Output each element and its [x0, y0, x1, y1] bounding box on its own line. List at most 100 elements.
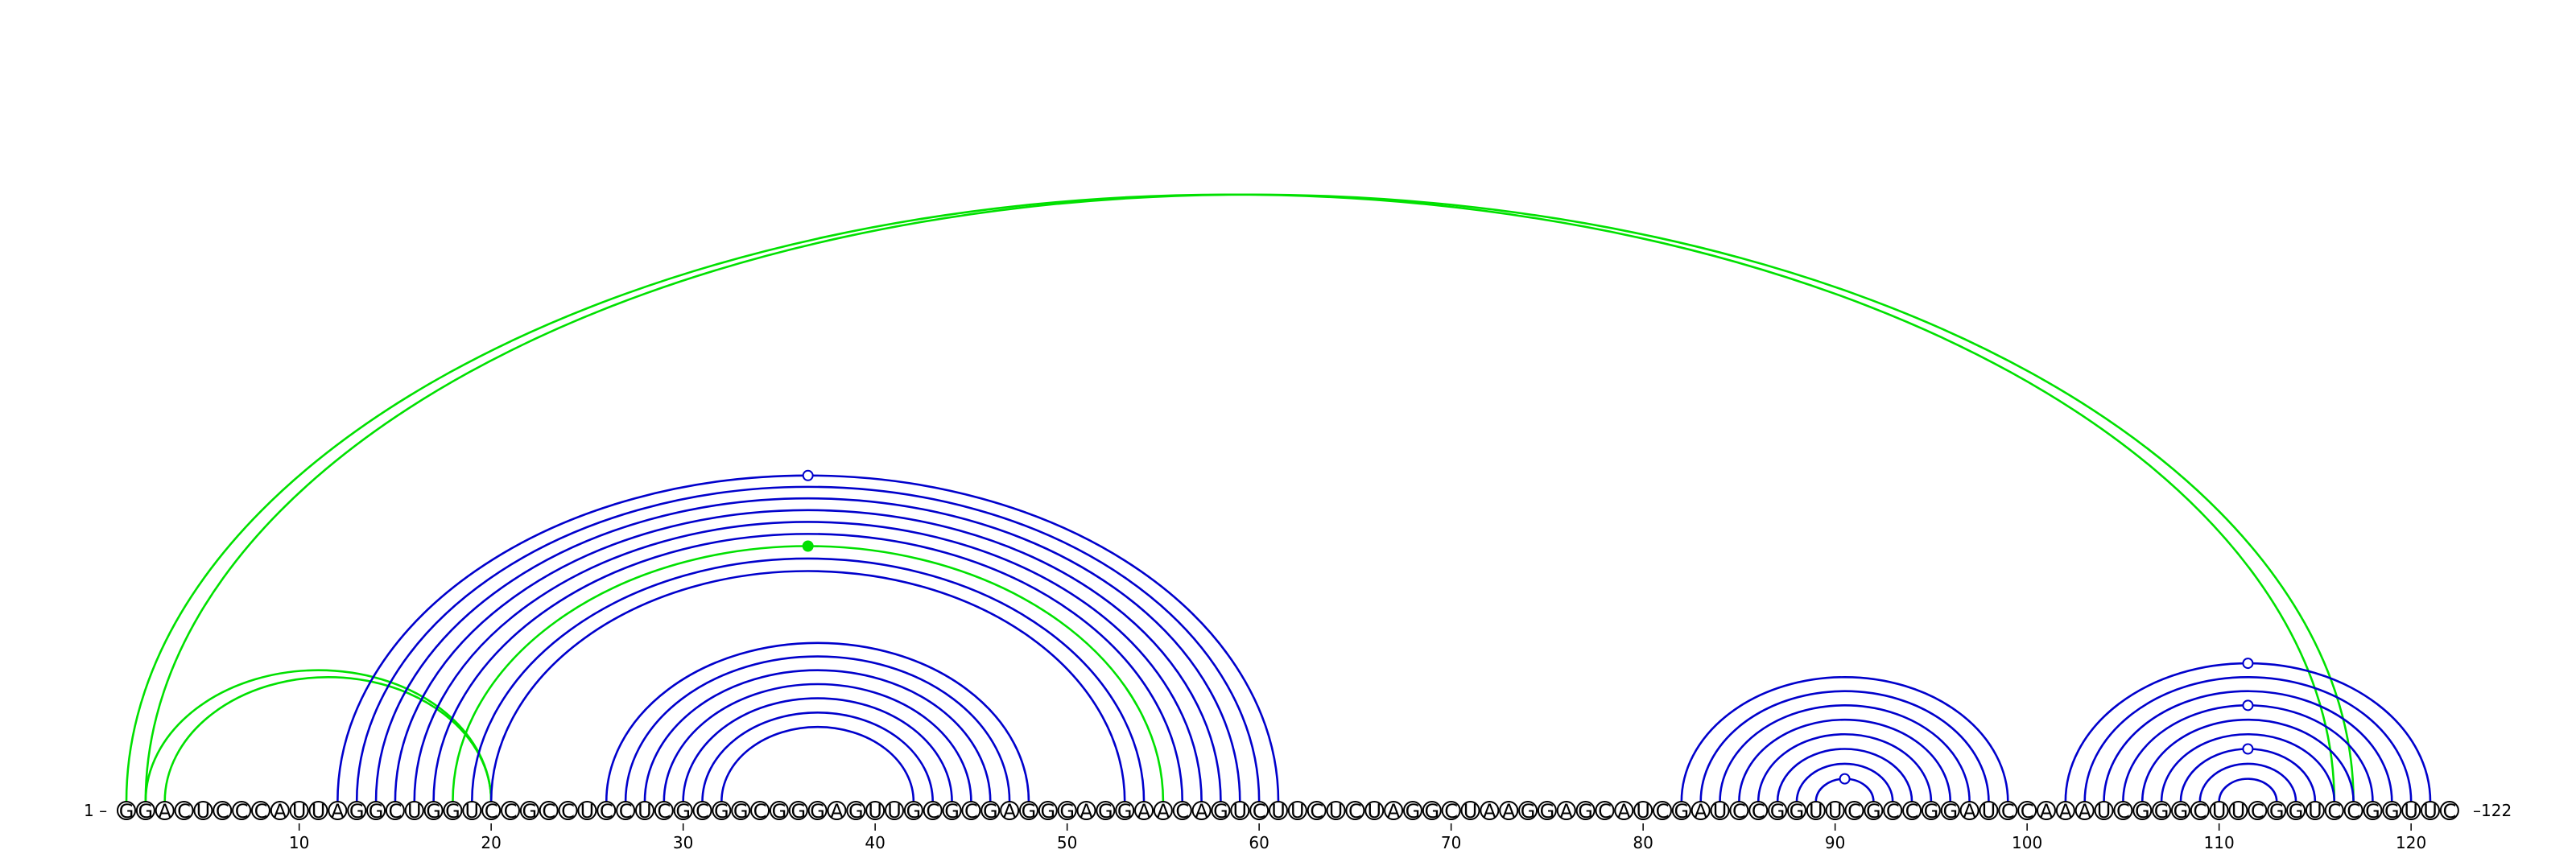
nucleotide-letter: C	[753, 800, 767, 823]
nucleotide-circle	[1729, 801, 1749, 820]
base-pair-arc-107-116	[2160, 732, 2336, 802]
nucleotide-55: A	[1153, 800, 1173, 823]
nucleotide-letter: A	[1560, 800, 1574, 823]
tick-label-50: 50	[1057, 833, 1077, 852]
nucleotide-letter: G	[1521, 800, 1536, 823]
nucleotide-10: U	[289, 800, 309, 823]
nucleotide-37: G	[807, 800, 828, 823]
nucleotide-circle	[1153, 801, 1173, 820]
base-pair-arc-27-47	[624, 655, 1011, 802]
nucleotide-circle	[2324, 801, 2344, 820]
nucleotide-letter: C	[389, 800, 402, 823]
nucleotide-circle	[827, 801, 847, 820]
nucleotide-letter: U	[2308, 800, 2322, 823]
base-pair-arc-29-45	[663, 683, 972, 802]
nucleotide-letter: A	[274, 800, 287, 823]
nucleotide-circle	[1979, 801, 1999, 820]
nucleotide-circle	[481, 801, 502, 820]
nucleotide-letter: G	[2289, 800, 2304, 823]
nucleotide-7: C	[232, 800, 252, 823]
nucleotide-letter: A	[2059, 800, 2073, 823]
nucleotide-115: U	[2305, 800, 2325, 823]
base-pair-arc-19-54	[471, 557, 1146, 802]
nucleotide-letter: G	[1866, 800, 1881, 823]
base-pair-arc-1-116	[126, 195, 2334, 802]
nucleotide-54: A	[1134, 800, 1154, 823]
nucleotide-circle	[846, 801, 866, 820]
nucleotide-24: C	[558, 800, 578, 823]
nucleotide-circle	[1825, 801, 1845, 820]
nucleotide-circle	[2248, 801, 2268, 820]
base-pair-arc-26-48	[605, 641, 1030, 802]
nucleotide-circle	[1211, 801, 1231, 820]
nucleotide-112: C	[2248, 800, 2268, 823]
nucleotide-circle	[1269, 801, 1288, 820]
nucleotide-104: U	[2094, 800, 2114, 823]
nucleotide-letter: G	[1098, 800, 1113, 823]
nucleotide-letter: U	[292, 800, 307, 823]
nucleotide-62: U	[1287, 800, 1307, 823]
nucleotide-circle	[903, 801, 923, 820]
nucleotide-circle	[1690, 801, 1711, 820]
nucleotide-circle	[1460, 801, 1480, 820]
nucleotide-circle	[961, 801, 981, 820]
base-pair-arc-31-43	[701, 711, 934, 802]
arc-marker-3	[2242, 658, 2254, 670]
base-pair-arc-88-93	[1795, 762, 1894, 802]
nucleotide-circle	[1000, 801, 1020, 820]
tick-label-90: 90	[1825, 833, 1845, 852]
nucleotide-11: U	[308, 800, 328, 823]
nucleotide-circle	[250, 801, 270, 820]
nucleotide-circle	[1422, 801, 1442, 820]
nucleotide-36: G	[788, 800, 808, 823]
nucleotide-letter: G	[1674, 800, 1690, 823]
nucleotide-102: A	[2055, 800, 2075, 823]
nucleotide-letter: C	[1348, 800, 1362, 823]
nucleotide-letter: C	[2193, 800, 2207, 823]
nucleotide-circle	[731, 801, 751, 820]
base-pair-arc-87-94	[1776, 748, 1913, 802]
nucleotide-letter: G	[1578, 800, 1593, 823]
nucleotide-circle	[2017, 801, 2037, 820]
nucleotide-letter: C	[1886, 800, 1900, 823]
nucleotide-78: C	[1595, 800, 1615, 823]
nucleotide-circle	[1595, 801, 1615, 820]
nucleotide-34: C	[750, 800, 770, 823]
nucleotide-circle	[634, 801, 654, 820]
nucleotide-letter: U	[1828, 800, 1843, 823]
nucleotide-letter: G	[1059, 800, 1075, 823]
nucleotide-circle	[462, 801, 482, 820]
nucleotide-circle	[135, 801, 155, 820]
tick-label-110: 110	[2204, 833, 2235, 852]
nucleotide-circle	[1864, 801, 1884, 820]
nucleotide-76: A	[1556, 800, 1576, 823]
nucleotide-63: C	[1307, 800, 1327, 823]
base-pair-arc-32-42	[720, 725, 915, 802]
nucleotide-letter: G	[349, 800, 365, 823]
nucleotide-circle	[1480, 801, 1500, 820]
nucleotide-circle	[807, 801, 828, 820]
tick-label-120: 120	[2396, 833, 2426, 852]
nucleotide-39: G	[846, 800, 866, 823]
nucleotide-31: C	[692, 800, 712, 823]
nucleotide-circle	[2170, 801, 2190, 820]
nucleotide-letter: A	[1003, 800, 1017, 823]
nucleotide-circle	[788, 801, 808, 820]
nucleotide-82: G	[1671, 800, 1691, 823]
nucleotide-8: C	[250, 800, 270, 823]
nucleotide-81: C	[1653, 800, 1672, 823]
nucleotide-letter: C	[485, 800, 498, 823]
nucleotide-letter: U	[1463, 800, 1478, 823]
nucleotide-circle	[1326, 801, 1346, 820]
nucleotide-letter: C	[964, 800, 978, 823]
nucleotide-91: C	[1844, 800, 1864, 823]
nucleotide-108: G	[2170, 800, 2190, 823]
nucleotide-6: C	[213, 800, 233, 823]
nucleotide-92: G	[1864, 800, 1884, 823]
nucleotide-letter: U	[2212, 800, 2227, 823]
nucleotide-letter: U	[2423, 800, 2438, 823]
nucleotide-circle	[1537, 801, 1557, 820]
tick-label-80: 80	[1633, 833, 1653, 852]
nucleotide-circle	[2037, 801, 2056, 820]
